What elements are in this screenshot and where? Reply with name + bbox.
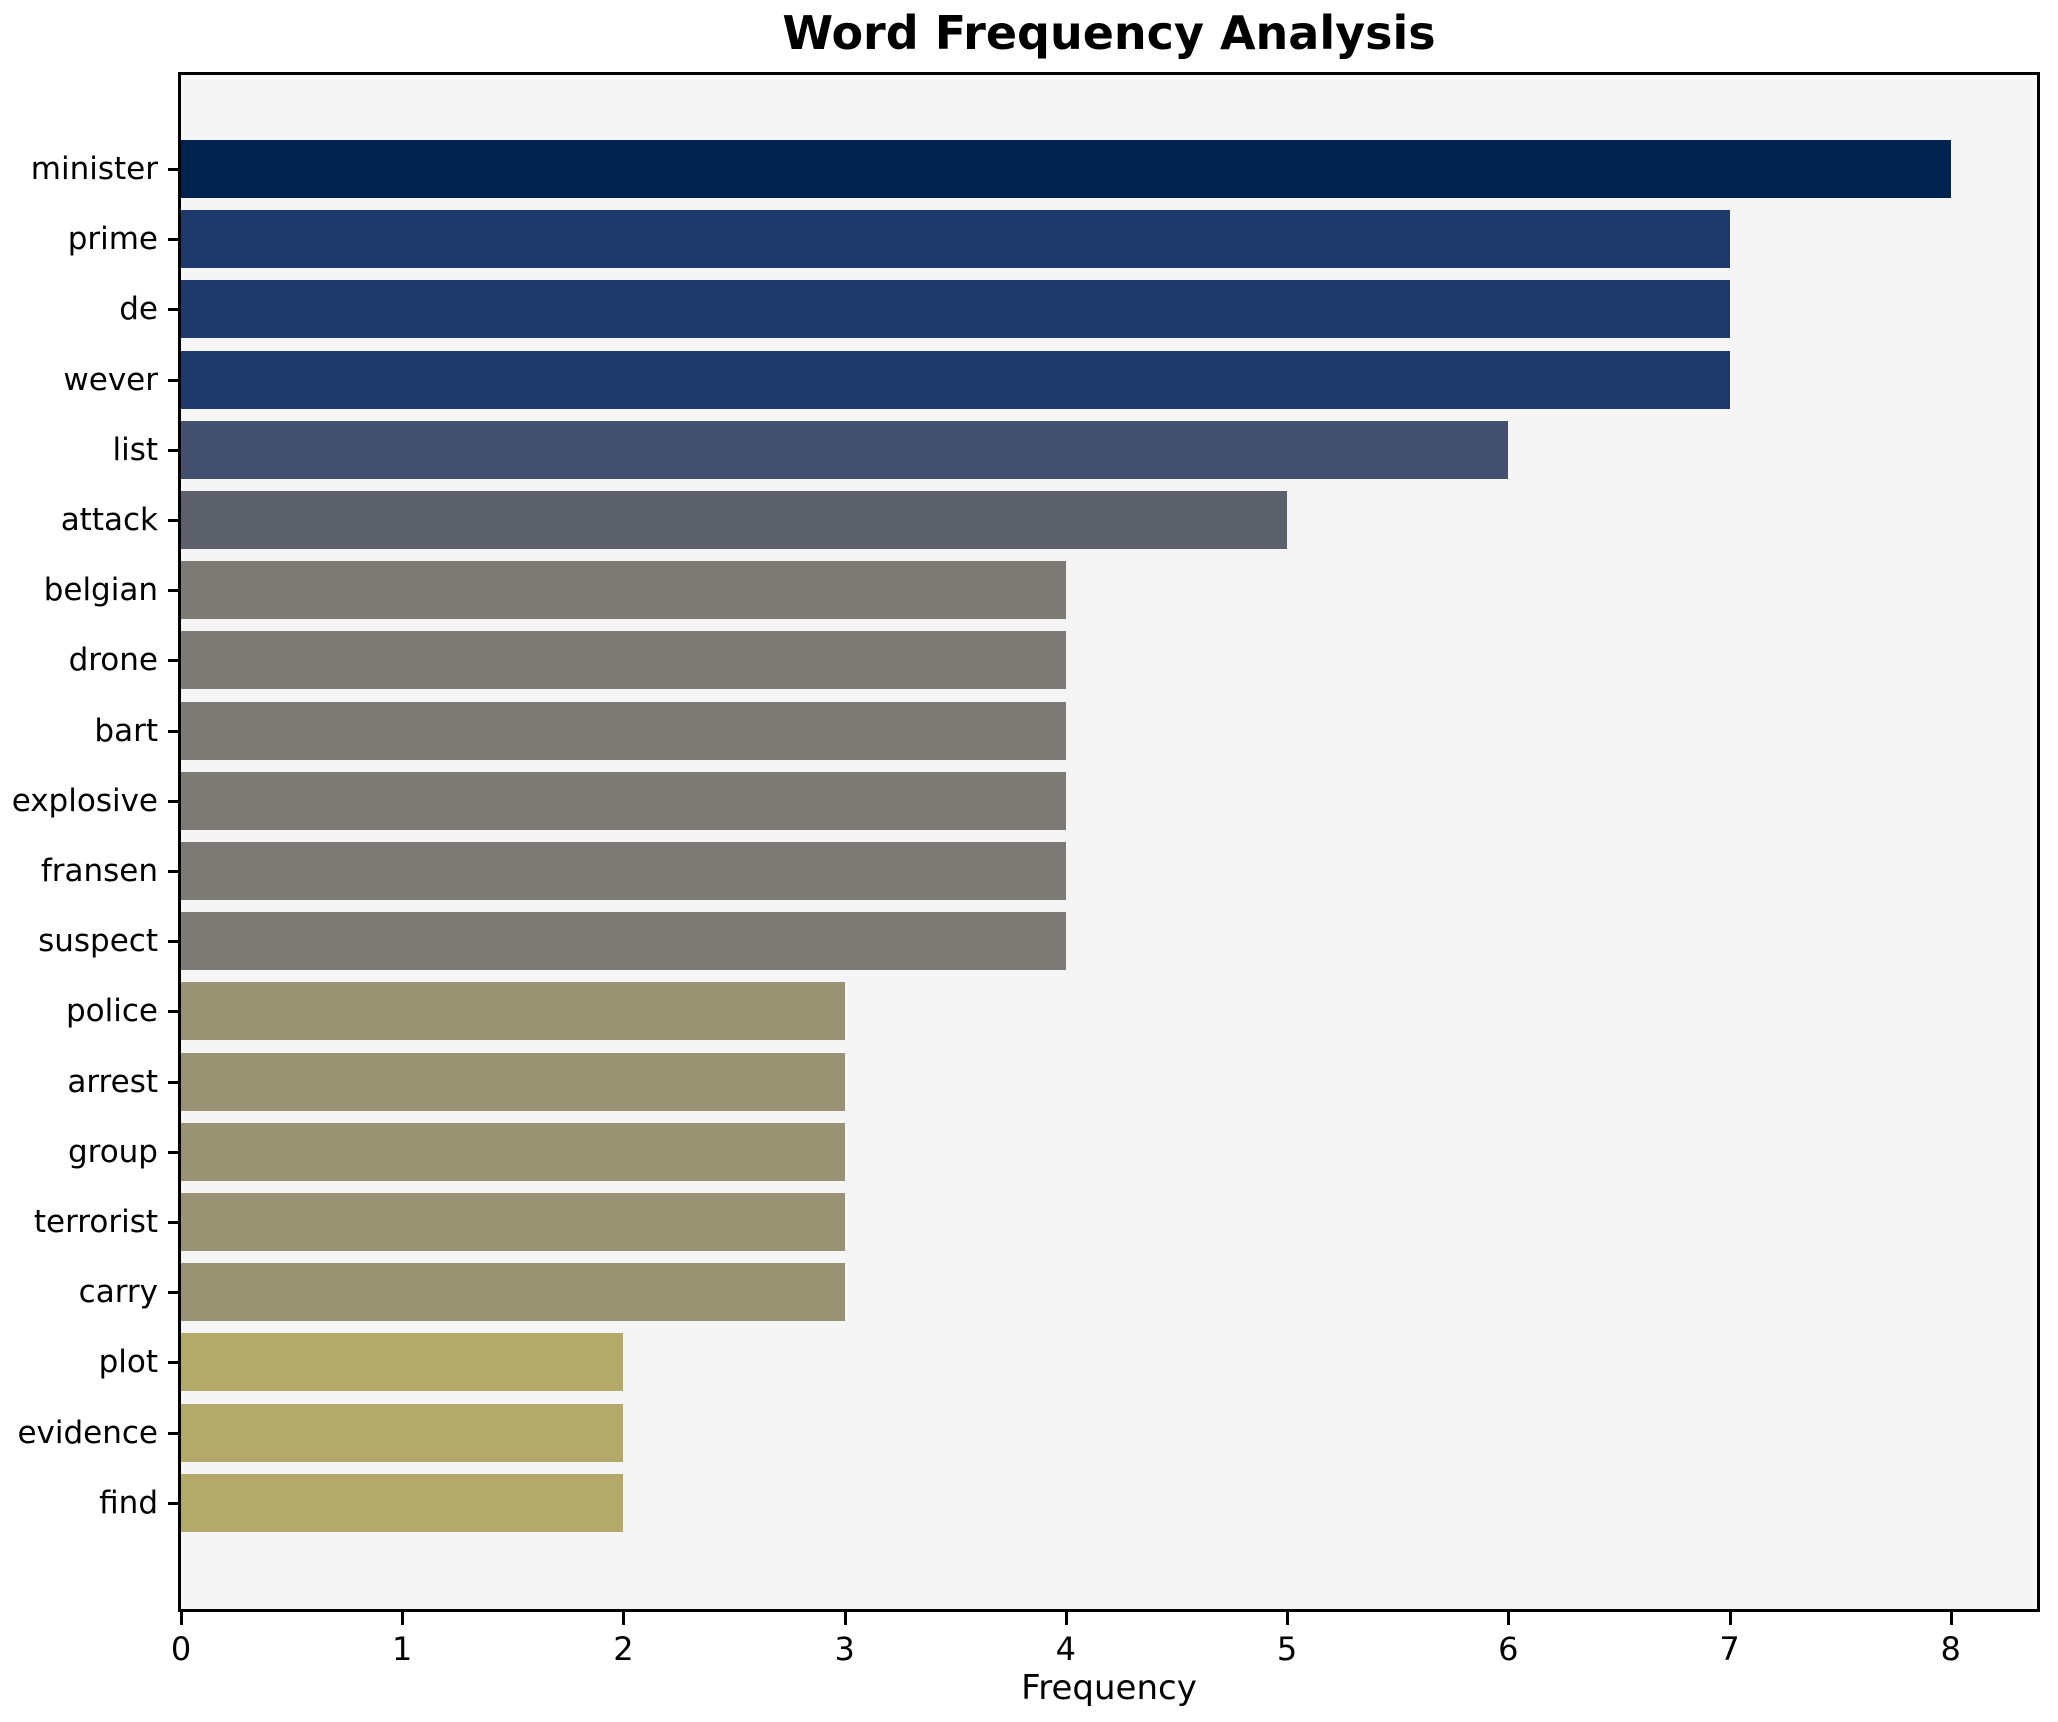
x-tick-label-2: 2 (613, 1630, 634, 1668)
y-tick-mark (168, 1080, 178, 1084)
y-tick-mark (168, 1291, 178, 1295)
x-tick-label-1: 1 (392, 1630, 413, 1668)
y-axis-label-de: de (119, 291, 158, 328)
y-tick-mark (168, 870, 178, 873)
bar-police (181, 982, 845, 1041)
bar-terrorist (181, 1193, 845, 1251)
y-tick-mark (168, 1501, 178, 1505)
y-tick-mark (168, 729, 178, 733)
x-tick-label-5: 5 (1276, 1630, 1298, 1668)
x-tick-label-0: 0 (170, 1630, 192, 1668)
bar-explosive (181, 771, 1066, 830)
y-axis-label-find: find (99, 1484, 158, 1521)
y-axis-label-arrest: arrest (67, 1063, 158, 1100)
y-tick-mark (168, 940, 178, 944)
y-tick-mark (168, 1431, 178, 1435)
bar-de (181, 280, 1730, 339)
y-axis-label-attack: attack (60, 502, 158, 538)
y-axis-label-evidence: evidence (17, 1414, 158, 1451)
y-axis-label-wever: wever (63, 361, 158, 398)
bar-group (181, 1122, 845, 1181)
plot-area (178, 72, 2040, 1612)
y-tick-mark (168, 1221, 178, 1224)
y-tick-mark (168, 308, 178, 312)
bar-prime (181, 210, 1730, 269)
y-tick-mark (168, 1361, 178, 1365)
bar-evidence (181, 1403, 624, 1462)
y-tick-mark (168, 1150, 178, 1154)
y-tick-mark (168, 448, 178, 452)
y-axis-label-plot: plot (98, 1344, 158, 1381)
x-tick-label-8: 8 (1940, 1630, 1961, 1668)
x-tick-mark (622, 1611, 626, 1625)
bar-suspect (181, 912, 1066, 971)
y-tick-mark (168, 659, 178, 663)
y-axis-label-minister: minister (30, 151, 158, 187)
y-tick-mark (168, 519, 178, 522)
x-tick-mark (1286, 1611, 1290, 1625)
x-tick-label-3: 3 (834, 1630, 855, 1668)
y-axis-label-carry: carry (78, 1274, 158, 1311)
bar-belgian (181, 561, 1066, 620)
bar-bart (181, 701, 1066, 760)
y-tick-mark (168, 589, 178, 593)
x-tick-mark (1728, 1611, 1732, 1625)
y-tick-mark (168, 799, 178, 803)
bar-wever (181, 350, 1730, 409)
y-tick-mark (168, 378, 178, 382)
x-tick-mark (180, 1611, 183, 1625)
y-tick-mark (168, 238, 178, 242)
y-axis-label-explosive: explosive (11, 782, 158, 819)
bar-find (181, 1473, 624, 1532)
y-axis-label-fransen: fransen (40, 853, 158, 889)
x-tick-mark (843, 1611, 847, 1625)
x-axis-title: Frequency (1021, 1668, 1197, 1708)
bar-minister (181, 140, 1951, 198)
chart-title: Word Frequency Analysis (782, 6, 1436, 60)
x-tick-mark (1507, 1611, 1511, 1625)
bar-carry (181, 1263, 845, 1322)
y-axis-label-prime: prime (67, 221, 158, 258)
bar-list (181, 420, 1509, 479)
bar-plot (181, 1333, 624, 1392)
x-tick-mark (401, 1611, 405, 1625)
y-axis-label-police: police (66, 993, 158, 1030)
bar-drone (181, 631, 1066, 690)
y-axis-label-list: list (112, 431, 158, 468)
x-tick-label-7: 7 (1719, 1630, 1740, 1668)
y-tick-mark (168, 168, 178, 171)
y-axis-label-suspect: suspect (38, 923, 158, 960)
y-axis-label-terrorist: terrorist (33, 1204, 158, 1240)
x-tick-label-6: 6 (1498, 1630, 1519, 1668)
y-axis-label-drone: drone (68, 642, 158, 679)
x-tick-mark (1949, 1611, 1953, 1625)
x-tick-label-4: 4 (1055, 1630, 1077, 1668)
y-axis-label-bart: bart (94, 712, 158, 749)
y-axis-label-group: group (67, 1133, 158, 1170)
bar-fransen (181, 842, 1066, 900)
x-tick-mark (1064, 1611, 1068, 1625)
bar-arrest (181, 1052, 845, 1111)
bar-attack (181, 491, 1288, 549)
y-tick-mark (168, 1010, 178, 1014)
y-axis-label-belgian: belgian (43, 572, 158, 609)
